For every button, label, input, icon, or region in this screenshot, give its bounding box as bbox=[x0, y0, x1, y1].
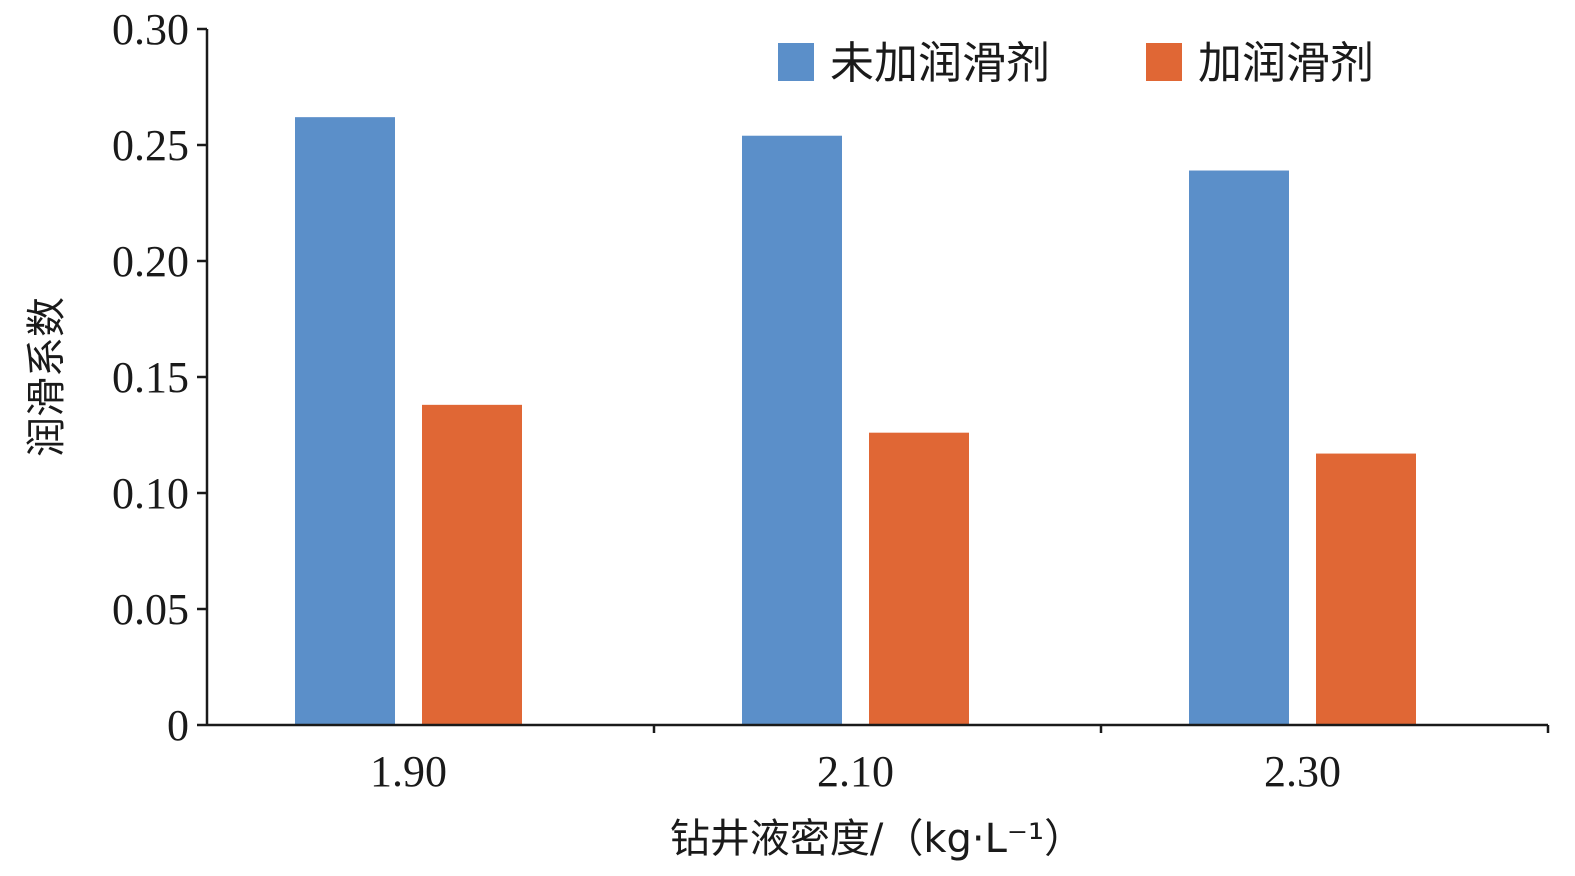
y-axis-title: 润滑系数 bbox=[24, 297, 70, 457]
legend: 未加润滑剂 加润滑剂 bbox=[778, 38, 1374, 89]
y-tick-label: 0.20 bbox=[112, 237, 189, 286]
legend-label-unlubricated: 未加润滑剂 bbox=[830, 38, 1050, 89]
x-tick-label: 2.10 bbox=[817, 747, 894, 796]
legend-swatch-unlubricated bbox=[778, 43, 814, 81]
bar-unlubricated-1.90 bbox=[295, 117, 395, 725]
x-axis-title: 钻井液密度/（kg·L⁻¹） bbox=[670, 816, 1084, 862]
legend-label-lubricated: 加润滑剂 bbox=[1198, 38, 1374, 89]
bar-lubricated-2.10 bbox=[869, 432, 969, 725]
y-tick-label: 0.15 bbox=[112, 353, 189, 402]
x-tick-label: 2.30 bbox=[1264, 747, 1341, 796]
y-axis-ticks: 0 0.05 0.10 0.15 0.20 0.25 0.30 bbox=[112, 5, 207, 750]
y-tick-label: 0.05 bbox=[112, 585, 189, 634]
bar-lubricated-2.30 bbox=[1316, 453, 1416, 725]
y-tick-label: 0.30 bbox=[112, 5, 189, 54]
y-tick-label: 0.10 bbox=[112, 469, 189, 518]
bar-unlubricated-2.10 bbox=[742, 135, 842, 726]
x-axis-ticks: 1.90 2.10 2.30 bbox=[370, 725, 1550, 796]
bar-marks bbox=[295, 117, 1416, 726]
legend-swatch-lubricated bbox=[1146, 43, 1182, 81]
bar-unlubricated-2.30 bbox=[1189, 170, 1289, 725]
x-tick-label: 1.90 bbox=[370, 747, 447, 796]
y-tick-label: 0 bbox=[167, 701, 189, 750]
bar-lubricated-1.90 bbox=[422, 404, 522, 725]
y-tick-label: 0.25 bbox=[112, 121, 189, 170]
